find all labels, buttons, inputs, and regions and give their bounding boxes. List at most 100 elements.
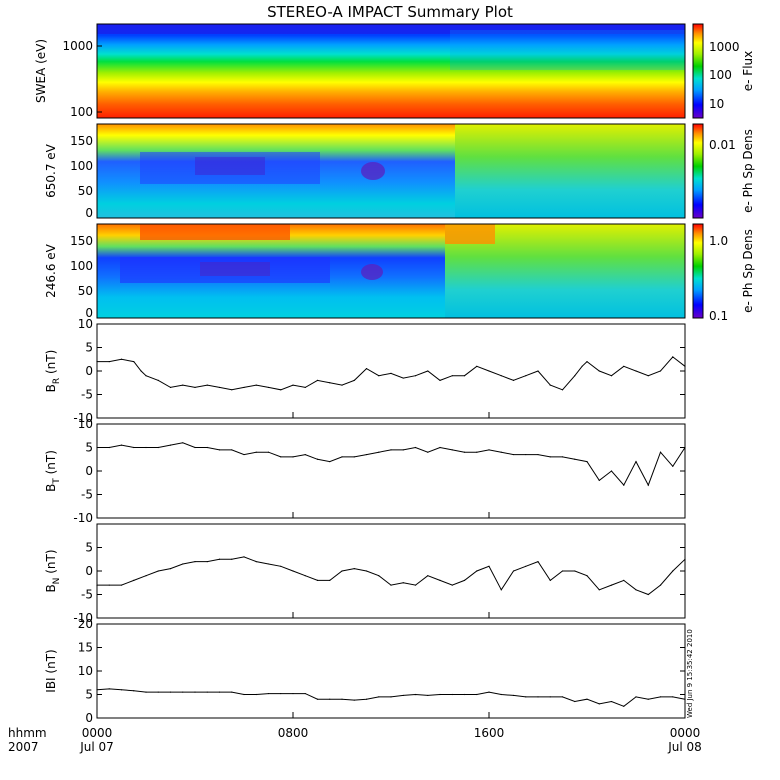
data-point-bmag bbox=[390, 696, 392, 698]
data-point-bmag bbox=[525, 696, 527, 698]
data-point-br bbox=[581, 365, 583, 367]
data-point-bt bbox=[635, 461, 637, 463]
data-point-bmag bbox=[623, 705, 625, 707]
data-point-bmag bbox=[598, 703, 600, 705]
ylabel-bt: BT (nT) bbox=[44, 450, 62, 492]
data-point-br bbox=[133, 361, 135, 363]
data-point-bn bbox=[537, 561, 539, 563]
data-point-bmag bbox=[427, 694, 429, 697]
data-point-br bbox=[402, 377, 404, 379]
data-point-bt bbox=[610, 470, 613, 472]
data-point-bmag bbox=[512, 694, 515, 697]
data-point-br bbox=[488, 370, 490, 372]
data-point-br bbox=[549, 384, 551, 386]
data-point-bmag bbox=[463, 693, 466, 696]
data-point-bt bbox=[206, 446, 208, 449]
data-point-br bbox=[598, 370, 600, 372]
data-point-bmag bbox=[365, 698, 368, 700]
data-point-br bbox=[586, 361, 588, 363]
data-point-bt bbox=[574, 458, 576, 460]
data-point-bt bbox=[549, 456, 551, 458]
data-point-bn bbox=[561, 570, 564, 572]
ytick-label-bmag: 0 bbox=[85, 711, 93, 725]
ytick-label-bmag: 5 bbox=[85, 688, 93, 702]
data-point-br bbox=[231, 389, 233, 391]
data-point-br bbox=[157, 379, 159, 381]
data-point-bn bbox=[329, 579, 331, 582]
data-point-br bbox=[267, 386, 270, 389]
pad246-ytick-100: 100 bbox=[70, 259, 93, 273]
data-point-bn bbox=[512, 570, 515, 572]
data-point-bmag bbox=[586, 698, 588, 700]
swea-cbar-tick-100: 100 bbox=[709, 68, 732, 82]
data-point-bn bbox=[133, 579, 135, 582]
data-point-bt bbox=[157, 446, 159, 449]
data-point-br bbox=[451, 375, 453, 377]
xaxis-row-label-1: hhmm bbox=[8, 726, 47, 740]
data-point-bt bbox=[353, 456, 355, 458]
xtick-label-date: Jul 07 bbox=[79, 740, 114, 754]
data-point-bn bbox=[586, 575, 588, 577]
data-point-bmag bbox=[145, 691, 147, 693]
data-point-bn bbox=[476, 570, 478, 572]
data-point-bmag bbox=[402, 694, 404, 697]
data-point-bt bbox=[561, 456, 564, 458]
data-point-bmag bbox=[610, 700, 613, 703]
xtick-label-top: 0000 bbox=[82, 726, 113, 740]
data-point-bn bbox=[157, 570, 159, 572]
data-point-bt bbox=[145, 446, 147, 449]
data-point-bn bbox=[598, 589, 600, 591]
data-point-br bbox=[182, 384, 184, 386]
swea-cbar-tick-1000: 1000 bbox=[709, 40, 740, 54]
data-point-br bbox=[194, 386, 196, 389]
data-point-bn bbox=[292, 570, 294, 572]
pad246-cbar-label: e- Ph Sp Dens bbox=[741, 229, 755, 313]
spectrogram-swea: 1000 100 SWEA (eV) 1000 100 10 e- Flux bbox=[34, 23, 755, 119]
magnetic-field-panels: 10 5 0 -5 -10 BR (nT) 10 5 0 -5 -10 BT (nT) 5 0 -5 -10 B… bbox=[44, 317, 686, 725]
data-point-bt bbox=[537, 453, 539, 456]
data-point-br bbox=[672, 356, 674, 358]
data-point-bt bbox=[243, 453, 245, 456]
data-point-bmag bbox=[672, 696, 674, 698]
data-point-bmag bbox=[647, 698, 649, 700]
data-point-bn bbox=[378, 575, 380, 577]
data-point-br bbox=[684, 365, 686, 367]
data-point-bt bbox=[96, 446, 98, 449]
data-point-br bbox=[329, 382, 331, 384]
data-point-bn bbox=[647, 593, 649, 596]
spectrogram-pad-246: 150 100 50 0 246.6 eV 1.0 0.1 e- Ph Sp D… bbox=[44, 223, 755, 323]
data-point-bn bbox=[108, 584, 110, 586]
data-point-bn bbox=[96, 584, 98, 586]
swea-ytick-100: 100 bbox=[70, 105, 93, 119]
pad650-ylabel: 650.7 eV bbox=[44, 143, 58, 198]
ylabel-br: BR (nT) bbox=[44, 350, 62, 393]
data-point-bn bbox=[231, 558, 233, 560]
data-point-bmag bbox=[476, 693, 478, 696]
data-point-bt bbox=[414, 446, 417, 449]
pad246-cbar-tick-0.1: 0.1 bbox=[709, 309, 728, 323]
data-point-br bbox=[169, 386, 172, 389]
data-point-br bbox=[610, 375, 613, 377]
data-point-bt bbox=[133, 446, 135, 449]
data-point-bn bbox=[451, 584, 453, 586]
ytick-label-br: 10 bbox=[78, 317, 93, 331]
data-point-bmag bbox=[353, 699, 355, 701]
panel-frame-bt bbox=[96, 423, 686, 519]
data-point-br bbox=[561, 389, 564, 391]
swea-ytick-1000: 1000 bbox=[62, 39, 93, 53]
swea-ylabel: SWEA (eV) bbox=[34, 39, 48, 103]
data-point-br bbox=[206, 384, 208, 386]
data-point-bn bbox=[120, 584, 123, 586]
data-point-br bbox=[427, 370, 429, 372]
data-point-bmag bbox=[218, 691, 221, 693]
xtick-label-top: 0000 bbox=[670, 726, 701, 740]
data-point-bn bbox=[365, 570, 368, 572]
data-point-bt bbox=[488, 449, 490, 451]
data-point-br bbox=[647, 375, 649, 377]
data-point-bn bbox=[267, 563, 270, 565]
data-point-bn bbox=[353, 568, 355, 570]
data-point-br bbox=[500, 375, 502, 377]
data-point-bn bbox=[304, 575, 306, 577]
data-point-bmag bbox=[574, 700, 576, 703]
data-point-bt bbox=[586, 461, 588, 463]
